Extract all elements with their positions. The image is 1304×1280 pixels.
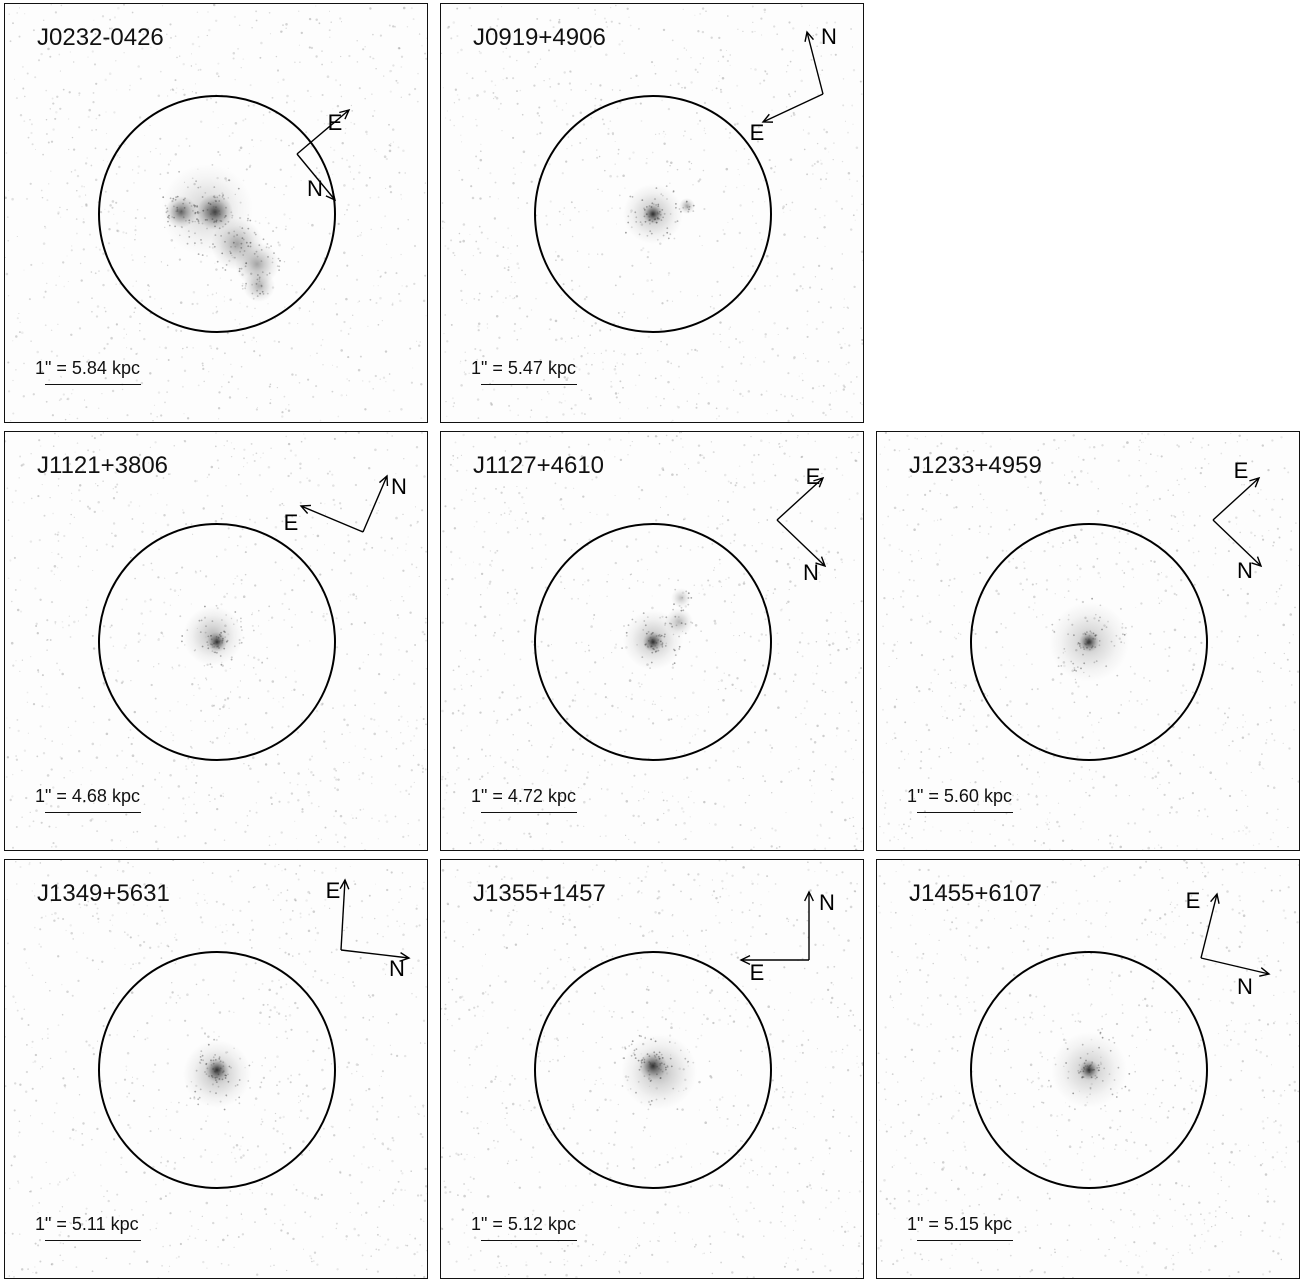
galaxy-image: EN — [877, 860, 1299, 1278]
aperture-circle — [534, 951, 772, 1189]
source-blob — [183, 1040, 251, 1108]
image-panel: E N J1233+4959 1" = 5.60 kpc — [876, 431, 1300, 851]
galaxy-image: EN — [879, 432, 1299, 850]
scale-bar — [481, 1240, 577, 1241]
scale-label: 1" = 5.60 kpc — [907, 786, 1012, 806]
panel-title: J1127+4610 — [473, 452, 605, 479]
galaxy-image: EN — [441, 432, 863, 850]
east-arrow — [776, 476, 825, 521]
north-arrow — [340, 949, 411, 962]
scale-bar — [917, 812, 1013, 813]
east-arrow — [739, 955, 809, 965]
east-label: E — [750, 960, 765, 985]
east-label: E — [284, 510, 299, 535]
north-arrow — [776, 519, 827, 568]
background-noise — [877, 860, 1299, 1278]
image-panel: E N J0232-0426 1" = 5.84 kpc — [4, 3, 428, 423]
north-arrow — [1212, 519, 1263, 568]
background-noise — [441, 860, 863, 1278]
east-arrow — [339, 878, 350, 951]
source-blob — [243, 270, 275, 302]
east-arrow — [299, 504, 364, 533]
east-label: E — [326, 878, 341, 903]
image-panel: N E J1121+3806 1" = 4.68 kpc — [4, 431, 428, 851]
aperture-circle — [970, 523, 1208, 761]
source-blob — [671, 588, 691, 608]
source-blob — [621, 1034, 697, 1110]
panel-title: J1355+1457 — [473, 880, 606, 907]
aperture-circle — [98, 951, 336, 1189]
north-label: N — [821, 24, 837, 49]
scale-label: 1" = 4.68 kpc — [35, 786, 140, 806]
east-arrow — [296, 108, 351, 155]
image-panel: N E J1355+1457 1" = 5.12 kpc — [440, 859, 864, 1279]
panel-title: J0232-0426 — [37, 24, 164, 51]
north-label: N — [389, 956, 405, 981]
north-label: N — [1237, 558, 1253, 583]
source-blob — [1051, 1032, 1127, 1108]
scale-bar — [45, 1240, 141, 1241]
background-noise — [441, 432, 863, 850]
east-label: E — [750, 120, 765, 145]
galaxy-image: NE — [441, 860, 863, 1278]
source-blob — [183, 606, 243, 666]
east-label: E — [1234, 458, 1249, 483]
east-label: E — [328, 110, 343, 135]
image-panel: E N J1349+5631 1" = 5.11 kpc — [4, 859, 428, 1279]
source-blob — [679, 198, 695, 214]
galaxy-image: NE — [5, 432, 427, 850]
background-noise — [5, 432, 427, 850]
east-arrow — [1200, 892, 1220, 959]
scale-label: 1" = 5.11 kpc — [35, 1214, 139, 1234]
aperture-circle — [98, 523, 336, 761]
north-label: N — [307, 176, 323, 201]
north-label: N — [803, 560, 819, 585]
aperture-circle — [970, 951, 1208, 1189]
aperture-circle — [98, 95, 336, 333]
scale-bar — [481, 812, 577, 813]
image-panel: N E J0919+4906 1" = 5.47 kpc — [440, 3, 864, 423]
north-arrow — [804, 30, 824, 95]
background-noise — [5, 4, 427, 422]
scale-label: 1" = 5.15 kpc — [907, 1214, 1012, 1234]
panel-title: J1349+5631 — [37, 880, 170, 907]
north-arrow — [362, 474, 389, 533]
scale-bar — [917, 1240, 1013, 1241]
scale-label: 1" = 5.47 kpc — [471, 358, 576, 378]
scale-bar — [45, 812, 141, 813]
east-label: E — [806, 464, 821, 489]
scale-label: 1" = 5.84 kpc — [35, 358, 140, 378]
scale-label: 1" = 5.12 kpc — [471, 1214, 576, 1234]
scale-bar — [45, 384, 141, 385]
source-blob — [1049, 602, 1129, 682]
galaxy-image: NE — [441, 4, 863, 422]
galaxy-image: EN — [5, 860, 427, 1278]
galaxy-image: EN — [5, 4, 427, 422]
panel-title: J1233+4959 — [909, 452, 1042, 479]
north-label: N — [819, 890, 835, 915]
source-blob — [665, 608, 693, 636]
scale-bar — [481, 384, 577, 385]
aperture-circle — [534, 95, 772, 333]
image-panel: E N J1455+6107 1" = 5.15 kpc — [876, 859, 1300, 1279]
panel-title: J1455+6107 — [909, 880, 1042, 907]
north-arrow — [296, 153, 337, 202]
north-label: N — [1237, 974, 1253, 999]
source-blob — [623, 184, 683, 244]
north-label: N — [391, 474, 407, 499]
east-arrow — [1212, 476, 1261, 521]
background-noise — [879, 432, 1299, 850]
north-arrow — [1200, 957, 1271, 977]
panel-title: J1121+3806 — [37, 452, 169, 479]
source-blob — [161, 164, 253, 256]
image-panel: E N J1127+4610 1" = 4.72 kpc — [440, 431, 864, 851]
panel-title: J0919+4906 — [473, 24, 606, 51]
aperture-circle — [534, 523, 772, 761]
east-arrow — [761, 93, 824, 123]
east-label: E — [1186, 888, 1201, 913]
scale-label: 1" = 4.72 kpc — [471, 786, 576, 806]
north-arrow — [804, 890, 814, 960]
background-noise — [5, 860, 427, 1278]
background-noise — [441, 4, 863, 422]
